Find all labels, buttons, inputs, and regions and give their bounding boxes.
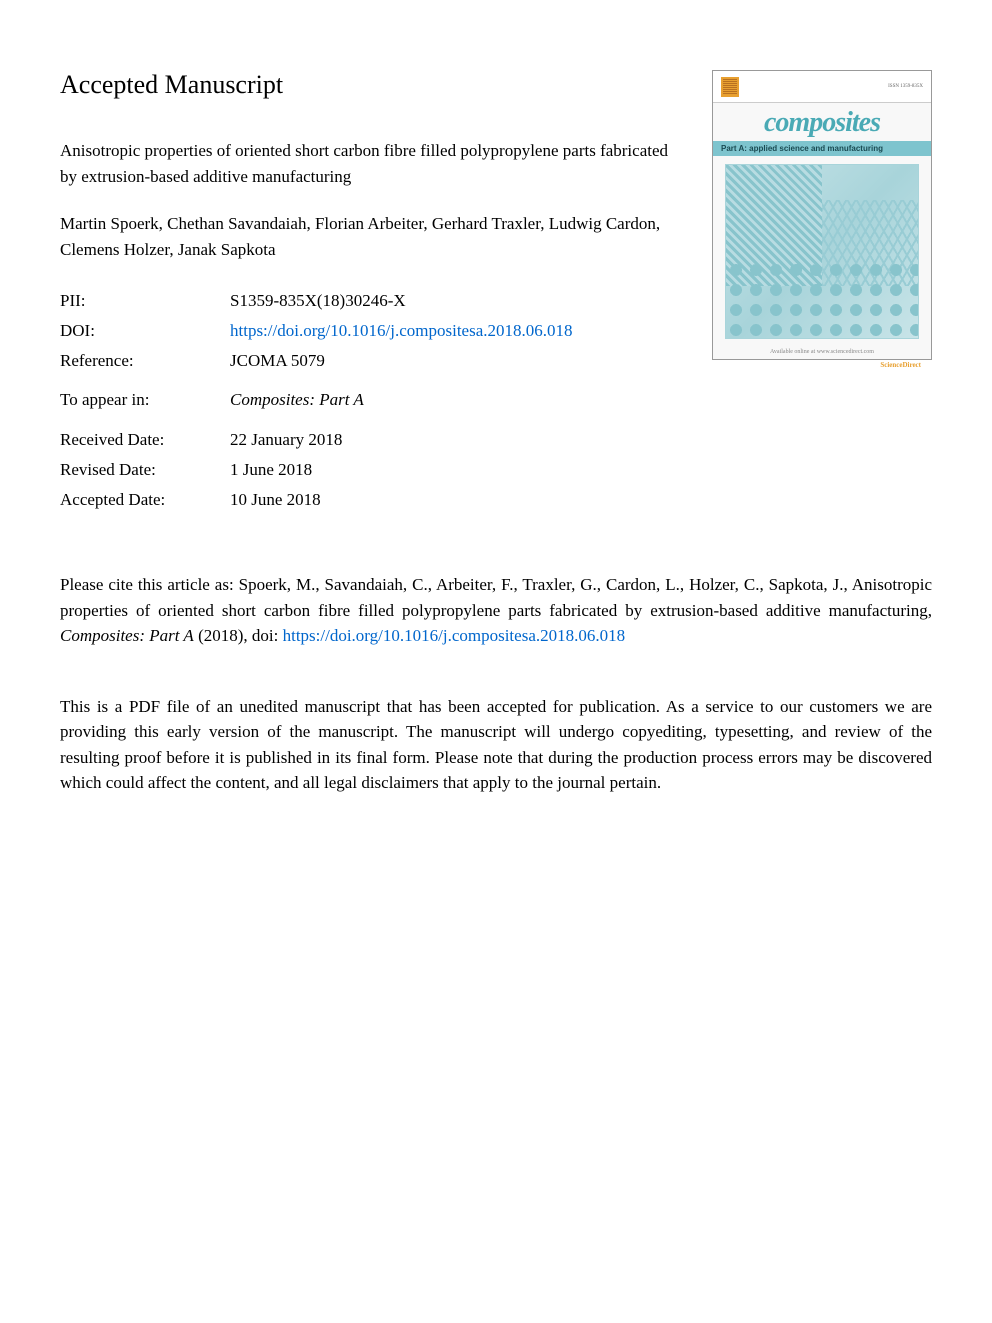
accepted-manuscript-heading: Accepted Manuscript [60, 70, 687, 100]
metadata-row-appear: To appear in: Composites: Part A [60, 385, 687, 415]
metadata-table: PII: S1359-835X(18)30246-X DOI: https://… [60, 286, 687, 514]
reference-value: JCOMA 5079 [230, 346, 687, 376]
citation-journal: Composites: Part A [60, 626, 194, 645]
cover-footer-text: Available online at www.sciencedirect.co… [713, 347, 931, 359]
accepted-value: 10 June 2018 [230, 485, 687, 515]
pii-label: PII: [60, 286, 230, 316]
cover-image-area [725, 164, 919, 339]
metadata-row-doi: DOI: https://doi.org/10.1016/j.composite… [60, 316, 687, 346]
citation-prefix: Please cite this article as: Spoerk, M.,… [60, 575, 932, 620]
appear-value: Composites: Part A [230, 385, 687, 415]
revised-label: Revised Date: [60, 455, 230, 485]
metadata-row-received: Received Date: 22 January 2018 [60, 425, 687, 455]
article-title: Anisotropic properties of oriented short… [60, 138, 687, 189]
cover-journal-title: composites [713, 103, 931, 141]
citation-text: Please cite this article as: Spoerk, M.,… [60, 572, 932, 649]
metadata-row-accepted: Accepted Date: 10 June 2018 [60, 485, 687, 515]
metadata-row-pii: PII: S1359-835X(18)30246-X [60, 286, 687, 316]
cover-pattern-icon [726, 260, 918, 338]
left-content: Accepted Manuscript Anisotropic properti… [60, 70, 712, 532]
received-label: Received Date: [60, 425, 230, 455]
metadata-row-reference: Reference: JCOMA 5079 [60, 346, 687, 376]
cover-sciencedirect-label: ScienceDirect [713, 359, 931, 371]
accepted-label: Accepted Date: [60, 485, 230, 515]
cover-top-bar: ISSN 1359-835X [713, 71, 931, 103]
pii-value: S1359-835X(18)30246-X [230, 286, 687, 316]
journal-cover: ISSN 1359-835X composites Part A: applie… [712, 70, 932, 360]
metadata-row-revised: Revised Date: 1 June 2018 [60, 455, 687, 485]
doi-label: DOI: [60, 316, 230, 346]
citation-year: (2018), doi: [194, 626, 283, 645]
elsevier-logo-icon [721, 77, 739, 97]
header-section: Accepted Manuscript Anisotropic properti… [60, 70, 932, 532]
cover-issn: ISSN 1359-835X [888, 84, 923, 89]
cover-journal-subtitle: Part A: applied science and manufacturin… [713, 141, 931, 156]
reference-label: Reference: [60, 346, 230, 376]
authors-list: Martin Spoerk, Chethan Savandaiah, Flori… [60, 211, 687, 262]
revised-value: 1 June 2018 [230, 455, 687, 485]
citation-doi-link[interactable]: https://doi.org/10.1016/j.compositesa.20… [283, 626, 626, 645]
doi-link[interactable]: https://doi.org/10.1016/j.compositesa.20… [230, 316, 687, 346]
appear-label: To appear in: [60, 385, 230, 415]
disclaimer-text: This is a PDF file of an unedited manusc… [60, 694, 932, 796]
received-value: 22 January 2018 [230, 425, 687, 455]
